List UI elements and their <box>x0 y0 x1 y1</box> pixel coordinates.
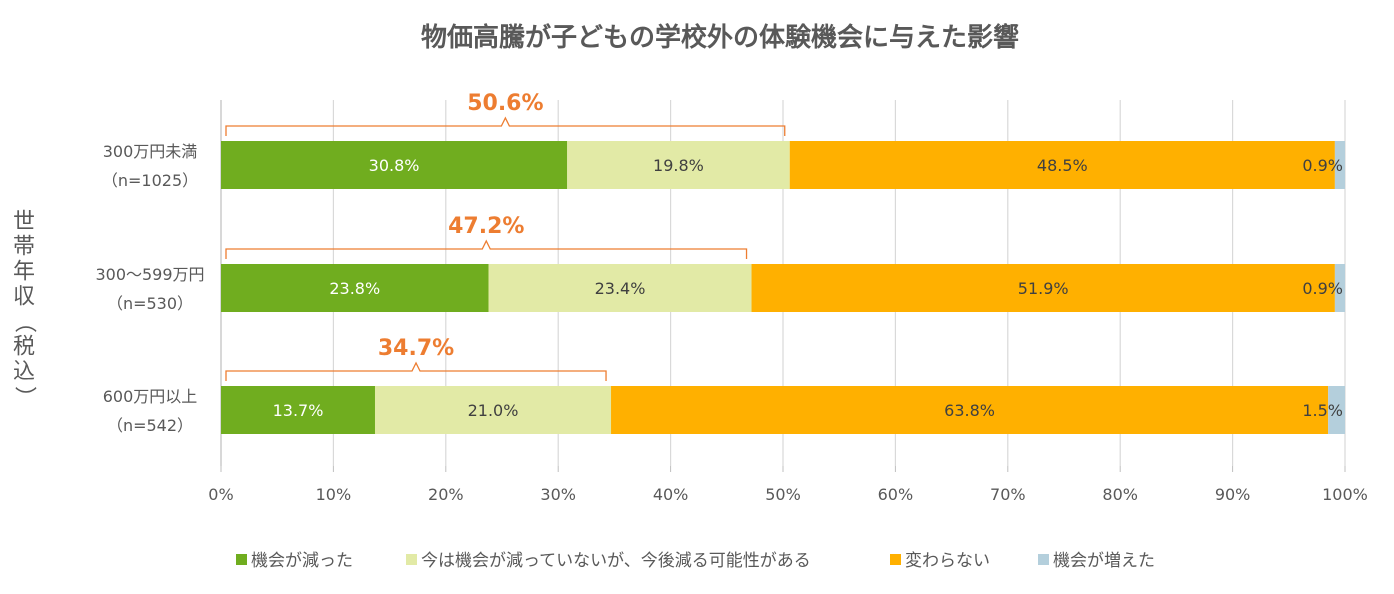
y-axis-label-char: （ <box>12 311 37 333</box>
bar-segment <box>1334 141 1345 189</box>
legend-swatch <box>1038 554 1049 565</box>
x-tick-label: 30% <box>540 485 576 504</box>
x-tick-label: 100% <box>1322 485 1368 504</box>
data-label: 30.8% <box>369 156 420 175</box>
category-sublabel: （n=1025） <box>102 171 198 190</box>
data-label: 19.8% <box>653 156 704 175</box>
bar-segment <box>488 264 752 312</box>
legend-label: 機会が減った <box>251 551 353 571</box>
x-axis: 0% 10% 20% 30% 40% 50% 60% 70% 80% 90% 100% <box>208 466 1368 504</box>
category-label: 300～599万円 <box>95 265 204 284</box>
y-axis-label-char: 税 <box>13 335 35 360</box>
y-axis-label-char: 収 <box>13 285 35 310</box>
y-axis-label-char: 世 <box>13 210 35 235</box>
data-label: 63.8% <box>944 401 995 420</box>
data-label: 1.5% <box>1302 401 1343 420</box>
category-sublabel: （n=542） <box>107 416 193 435</box>
annotations: 50.6% 47.2% 34.7% <box>225 91 786 381</box>
data-label: 0.9% <box>1302 156 1343 175</box>
legend-label: 機会が増えた <box>1053 551 1155 571</box>
chart-title: 物価高騰が子どもの学校外の体験機会に与えた影響 <box>421 22 1019 53</box>
annotation-bracket <box>225 239 748 259</box>
bar-segment <box>1334 264 1345 312</box>
x-tick-label: 20% <box>428 485 464 504</box>
bar-segment <box>611 386 1329 434</box>
bars: 30.8% 19.8% 48.5% 0.9% 23.8% 23.4% 51.9% 0.9% 13… <box>221 141 1345 434</box>
bar-segment <box>221 386 375 434</box>
y-axis-label-char: 年 <box>13 260 35 285</box>
bar-segment <box>221 141 568 189</box>
legend: 機会が減った 今は機会が減っていないが、今後減る可能性がある 変わらない 機会が増えた <box>236 551 1155 571</box>
x-tick-label: 50% <box>765 485 801 504</box>
x-tick-label: 0% <box>208 485 233 504</box>
category-label: 300万円未満 <box>103 142 198 161</box>
x-tick-label: 40% <box>653 485 689 504</box>
bar-segment <box>789 141 1335 189</box>
data-label: 23.8% <box>329 279 380 298</box>
category-label: 600万円以上 <box>103 387 198 406</box>
bar-segment <box>221 264 489 312</box>
legend-swatch <box>406 554 417 565</box>
data-label: 21.0% <box>468 401 519 420</box>
x-tick-label: 80% <box>1102 485 1138 504</box>
legend-swatch <box>236 554 247 565</box>
data-label: 13.7% <box>273 401 324 420</box>
legend-label: 今は機会が減っていないが、今後減る可能性がある <box>421 551 811 571</box>
legend-swatch <box>890 554 901 565</box>
bar-segment <box>567 141 790 189</box>
annotation-label: 50.6% <box>467 91 543 116</box>
category-sublabel: （n=530） <box>107 294 193 313</box>
data-label: 0.9% <box>1302 279 1343 298</box>
legend-label: 変わらない <box>905 551 990 571</box>
x-tick-label: 70% <box>990 485 1026 504</box>
category-labels: 300万円未満 （n=1025） 300～599万円 （n=530） 600万円以上 （n… <box>95 142 204 435</box>
x-tick-label: 90% <box>1215 485 1251 504</box>
data-label: 51.9% <box>1018 279 1069 298</box>
x-tick-label: 10% <box>316 485 352 504</box>
x-tick-label: 60% <box>878 485 914 504</box>
data-label: 48.5% <box>1037 156 1088 175</box>
data-label: 23.4% <box>595 279 646 298</box>
bar-segment <box>374 386 612 434</box>
y-axis-label-char: ） <box>12 386 37 408</box>
annotation-bracket <box>225 361 607 381</box>
annotation-label: 47.2% <box>448 214 524 239</box>
annotation-bracket <box>225 116 786 136</box>
annotation-label: 34.7% <box>378 336 454 361</box>
y-axis-label-char: 帯 <box>13 235 35 260</box>
y-axis-label-char: 込 <box>13 360 35 385</box>
bar-segment <box>751 264 1335 312</box>
bar-segment <box>1328 386 1345 434</box>
